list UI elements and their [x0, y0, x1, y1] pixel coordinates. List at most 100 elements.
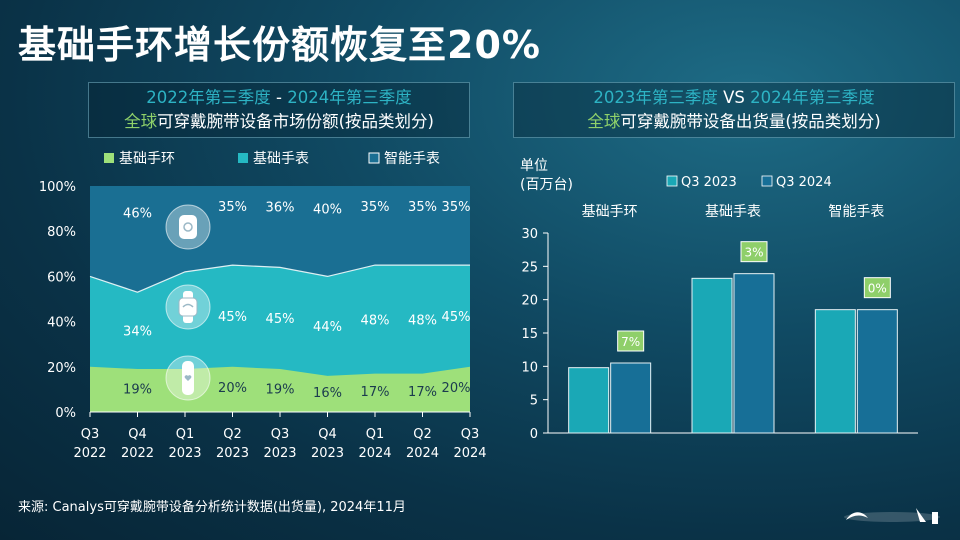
bar-y-tick: 5 — [530, 394, 538, 409]
legend-label-3: 智能手表 — [384, 151, 440, 167]
area-y-tick: 20% — [47, 361, 76, 376]
bar-y-tick: 15 — [521, 327, 538, 342]
area-icons — [165, 204, 211, 401]
area-y-axis: 0% 20% 40% 60% 80% 100% — [39, 180, 76, 421]
area-data-label: 19% — [123, 382, 152, 397]
right-period-b: 2024年第三季度 — [750, 88, 875, 107]
area-x-tick-quarter: Q1 — [176, 427, 195, 442]
area-x-tick-year: 2024 — [358, 446, 391, 461]
bar-category-label: 智能手表 — [828, 204, 884, 220]
area-data-label: 16% — [313, 386, 342, 401]
bar-bars — [568, 273, 898, 434]
area-data-label: 34% — [123, 325, 152, 340]
area-data-label: 20% — [442, 381, 471, 396]
area-divider-line — [89, 264, 470, 293]
legend-label-2: 基础手表 — [253, 150, 309, 167]
bar-q3-2023 — [568, 367, 610, 434]
bar-q3-2023 — [814, 309, 856, 434]
right-vs: VS — [717, 88, 751, 107]
heart-mark — [184, 375, 192, 381]
area-x-tick-year: 2024 — [406, 446, 439, 461]
unit-label-line1: 单位 — [520, 158, 548, 174]
area-data-label: 17% — [408, 385, 437, 400]
watch-face — [178, 297, 198, 317]
area-x-tick-year: 2024 — [453, 446, 486, 461]
area-data-label: 36% — [266, 200, 295, 215]
area-data-label: 35% — [408, 200, 437, 215]
area-data-label: 17% — [361, 385, 390, 400]
left-chart-header: 2022年第三季度 - 2024年第三季度 全球可穿戴腕带设备市场份额(按品类划… — [88, 82, 470, 138]
area-data-labels: 19% 20% 19% 16% 17% 17% 20% 34% 45% 45% 44% 48% 48% 4… — [123, 200, 470, 401]
bar-q3-2023 — [691, 277, 733, 434]
bar-y-tick: 20 — [521, 294, 538, 309]
bar-y-tick: 30 — [521, 227, 538, 242]
unit-label-line2: (百万台) — [520, 177, 573, 193]
legend-swatch-2 — [238, 153, 248, 163]
area-data-label: 45% — [442, 310, 471, 325]
watch-body — [179, 215, 197, 239]
left-period-start: 2022年第三季度 — [146, 88, 271, 107]
right-global-label: 全球 — [587, 112, 621, 131]
bar-q3-2024 — [856, 309, 898, 434]
bar-y-tick: 25 — [521, 260, 538, 275]
left-period-end: 2024年第三季度 — [287, 88, 412, 107]
area-x-tick-year: 2022 — [73, 446, 106, 461]
growth-label-bg — [863, 277, 891, 299]
bar-y-axis: 0 5 10 15 20 25 30 — [521, 227, 918, 442]
legend-label-1: 基础手环 — [119, 150, 175, 167]
area-y-tick: 100% — [39, 180, 76, 195]
area-y-tick: 0% — [55, 406, 76, 421]
area-x-tick-quarter: Q3 — [461, 427, 480, 442]
area-data-label: 45% — [218, 310, 247, 325]
area-x-tick-year: 2023 — [263, 446, 296, 461]
area-x-tick-year: 2023 — [311, 446, 344, 461]
area-data-label: 44% — [313, 320, 342, 335]
left-subtitle: 可穿戴腕带设备市场份额(按品类划分) — [157, 112, 434, 131]
area-x-tick-quarter: Q2 — [223, 427, 242, 442]
bar-category-label: 基础手环 — [582, 203, 638, 220]
watermark-logo — [844, 508, 940, 524]
growth-label-text: 0% — [868, 282, 887, 296]
area-data-label: 46% — [123, 207, 152, 222]
bar-unit-label: 单位 (百万台) — [520, 158, 573, 193]
legend-swatch-1 — [104, 153, 114, 163]
bar-legend-swatch-1 — [666, 175, 678, 187]
growth-label-bg — [740, 241, 768, 263]
left-dash: - — [270, 88, 288, 107]
area-data-label: 20% — [218, 381, 247, 396]
area-legend: 基础手环 基础手表 智能手表 — [104, 150, 440, 167]
right-subtitle: 可穿戴腕带设备出货量(按品类划分) — [620, 112, 881, 131]
area-data-label: 35% — [218, 200, 247, 215]
bar-growth-labels: 7% 3% 0% — [617, 241, 891, 352]
basic-watch-icon — [165, 284, 211, 330]
area-y-tick: 60% — [47, 270, 76, 285]
area-x-tick-quarter: Q2 — [413, 427, 432, 442]
growth-label: 7% — [617, 330, 645, 352]
page-title: 基础手环增长份额恢复至20% — [18, 23, 541, 67]
area-y-tick: 40% — [47, 316, 76, 331]
area-data-label: 48% — [361, 313, 390, 328]
smartwatch-icon — [165, 204, 211, 250]
area-data-label: 35% — [442, 200, 471, 215]
area-x-tick-year: 2023 — [216, 446, 249, 461]
wifi-arc — [182, 303, 194, 308]
source-note: 来源: Canalys可穿戴腕带设备分析统计数据(出货量), 2024年11月 — [18, 500, 406, 515]
growth-label-text: 3% — [744, 246, 763, 260]
bar-legend-swatch-2 — [761, 175, 773, 187]
area-x-tick-quarter: Q1 — [366, 427, 385, 442]
fitness-band-icon — [165, 355, 211, 401]
bar-category-label: 基础手表 — [705, 203, 761, 220]
area-x-tick-quarter: Q3 — [81, 427, 100, 442]
area-x-tick-quarter: Q4 — [318, 427, 337, 442]
growth-label: 3% — [740, 241, 768, 263]
watch-dial — [183, 222, 193, 232]
area-x-tick-quarter: Q4 — [128, 427, 147, 442]
growth-label-bg — [617, 330, 645, 352]
bar-legend: Q3 2023 Q3 2024 — [666, 175, 832, 190]
right-period-a: 2023年第三季度 — [593, 88, 718, 107]
area-x-tick-quarter: Q3 — [271, 427, 290, 442]
bar-legend-label-1: Q3 2023 — [681, 175, 737, 190]
growth-label-text: 7% — [621, 335, 640, 349]
